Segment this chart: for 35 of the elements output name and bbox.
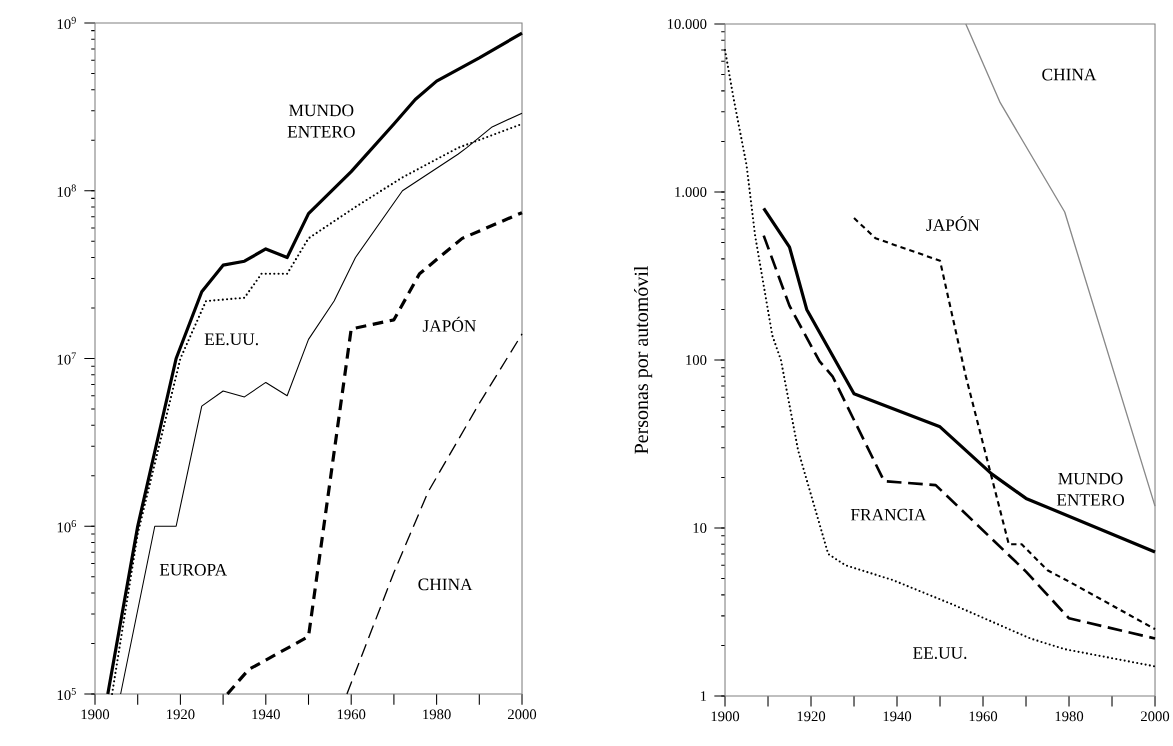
text: CHINA xyxy=(1042,68,1097,81)
series-label: JAPÓN xyxy=(422,316,476,332)
y-axis-title: Personas por automóvil xyxy=(633,265,653,454)
y-tick-label: 10$^{7}$ xyxy=(57,352,76,365)
y-tick-label: 10 xyxy=(693,523,707,533)
line-series xyxy=(346,333,523,695)
x-tick-label: 1960 xyxy=(337,709,366,720)
series-label: MUNDO ENTERO xyxy=(1056,472,1124,506)
x-tick-label: 2000 xyxy=(1140,711,1170,722)
x-tick-label: 1960 xyxy=(969,711,998,722)
x-tick-label: 1920 xyxy=(797,711,826,722)
x-tick-label: 1980 xyxy=(423,709,451,720)
x-tick-label: 1900 xyxy=(711,711,740,722)
series-label: CHINA xyxy=(418,578,473,591)
series-label: EE.UU. xyxy=(204,333,258,346)
y-tick-label: 10$^{8}$ xyxy=(57,184,76,197)
y-tick-label: 1.000 xyxy=(675,187,707,197)
y-tick-label: 100 xyxy=(686,355,707,365)
x-tick-label: 1920 xyxy=(167,709,195,720)
x-tick-label: 1940 xyxy=(252,709,280,720)
series-label: JAPÓN xyxy=(926,215,980,231)
y-tick-label: 10$^{5}$ xyxy=(57,687,76,701)
x-tick-label: 1980 xyxy=(1055,711,1084,722)
series-label: FRANCIA xyxy=(850,508,927,521)
y-tick-label: 1 xyxy=(700,691,707,701)
y-tick-label: 10.000 xyxy=(667,19,707,29)
x-tick-label: 2000 xyxy=(507,709,537,720)
x-tick-label: 1900 xyxy=(81,709,110,720)
series-label: MUNDO ENTERO xyxy=(287,104,355,138)
y-tick-label: 10$^{9}$ xyxy=(57,16,76,30)
series-label: EE.UU. xyxy=(913,647,967,659)
x-tick-label: 1940 xyxy=(883,711,912,722)
line-series xyxy=(762,234,1157,640)
series-label: EUROPA xyxy=(159,563,227,576)
y-tick-label: 10$^{6}$ xyxy=(57,520,76,533)
